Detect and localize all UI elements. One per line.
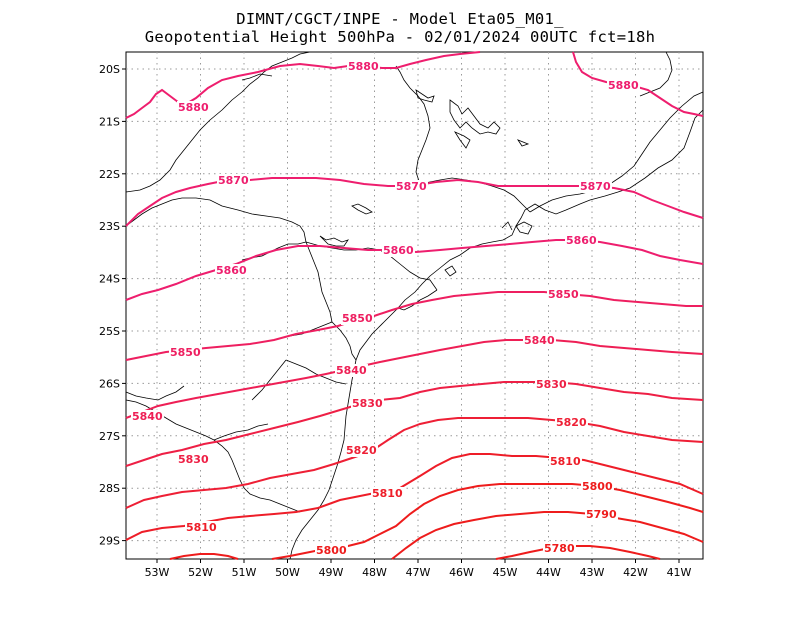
label-background [565, 234, 598, 247]
label-5810-b: 5810 [372, 487, 403, 500]
label-background [395, 180, 428, 193]
graticule [126, 52, 703, 559]
label-5880-a: 5880 [348, 60, 379, 73]
label-5840-b: 5840 [336, 364, 367, 377]
contour-5830 [125, 381, 704, 467]
label-background [543, 542, 576, 555]
label-5860-a: 5860 [216, 264, 247, 277]
label-background [523, 334, 556, 347]
label-background [535, 378, 568, 391]
label-5810-c: 5810 [550, 455, 581, 468]
contour-5880-left [125, 51, 481, 119]
lon-tick-label: 44W [536, 566, 561, 579]
label-background [335, 364, 368, 377]
label-5870-b: 5870 [396, 180, 427, 193]
label-5830-c: 5830 [536, 378, 567, 391]
lon-tick-label: 49W [319, 566, 344, 579]
lon-tick-label: 53W [145, 566, 170, 579]
label-background [371, 487, 404, 500]
label-background [547, 288, 580, 301]
lat-tick-label: 21S [99, 115, 120, 128]
label-5880-b: 5880 [178, 101, 209, 114]
lon-tick-label: 41W [667, 566, 692, 579]
label-5880-c: 5880 [608, 79, 639, 92]
contour-labels: 5880 5880 5880 5870 5870 5870 5860 5860 … [131, 60, 640, 557]
lat-tick-label: 27S [99, 430, 120, 443]
contour-5780 [495, 545, 661, 560]
label-background [177, 101, 210, 114]
label-5840-a: 5840 [132, 410, 163, 423]
lon-tick-label: 46W [449, 566, 474, 579]
lat-tick-label: 29S [99, 535, 120, 548]
label-5830-a: 5830 [178, 453, 209, 466]
lat-tick-label: 26S [99, 377, 120, 390]
title-line-1: DIMNT/CGCT/INPE - Model Eta05_M01_ [236, 10, 564, 28]
height-contours [125, 51, 704, 560]
lat-tick-label: 24S [99, 273, 120, 286]
label-background [185, 521, 218, 534]
contour-5820 [125, 417, 704, 509]
label-background [382, 244, 415, 257]
label-5790: 5790 [586, 508, 617, 521]
lon-tick-label: 50W [275, 566, 300, 579]
contour-5790 [391, 511, 704, 560]
lon-tick-label: 51W [232, 566, 257, 579]
title-line-2: Geopotential Height 500hPa - 02/01/2024 … [144, 28, 656, 46]
label-background [581, 480, 614, 493]
label-5810-a: 5810 [186, 521, 217, 534]
label-5850-b: 5850 [342, 312, 373, 325]
label-5840-c: 5840 [524, 334, 555, 347]
label-background [131, 410, 164, 423]
label-background [579, 180, 612, 193]
contour-5850 [125, 291, 703, 361]
contour-5790-left [169, 553, 239, 560]
label-5860-c: 5860 [566, 234, 597, 247]
label-background [347, 60, 380, 73]
label-background [585, 508, 618, 521]
lon-tick-label: 47W [406, 566, 431, 579]
label-background [217, 174, 250, 187]
lat-tick-label: 20S [99, 63, 120, 76]
label-background [341, 312, 374, 325]
label-5870-c: 5870 [580, 180, 611, 193]
map-frame [125, 51, 704, 560]
label-5870-a: 5870 [218, 174, 249, 187]
lat-tick-label: 22S [99, 168, 120, 181]
lon-tick-label: 45W [493, 566, 518, 579]
label-background [351, 397, 384, 410]
label-5850-a: 5850 [170, 346, 201, 359]
label-background [607, 79, 640, 92]
lon-tick-label: 48W [362, 566, 387, 579]
contour-5840 [125, 339, 704, 419]
lat-tick-label: 23S [99, 220, 120, 233]
label-background [345, 444, 378, 457]
label-5860-b: 5860 [383, 244, 414, 257]
label-background [215, 264, 248, 277]
contour-5810 [125, 453, 704, 541]
label-5800-b: 5800 [582, 480, 613, 493]
label-5830-b: 5830 [352, 397, 383, 410]
label-background [315, 544, 348, 557]
axes: 53W 52W 51W 50W 49W 48W 47W 46W 45W 44W 43W 42W 41W 2… [99, 63, 692, 579]
label-background [177, 453, 210, 466]
label-5820-b: 5820 [556, 416, 587, 429]
label-background [549, 455, 582, 468]
label-5780: 5780 [544, 542, 575, 555]
label-5850-c: 5850 [548, 288, 579, 301]
label-5820-a: 5820 [346, 444, 377, 457]
lon-tick-label: 42W [623, 566, 648, 579]
lon-tick-label: 52W [188, 566, 213, 579]
lat-tick-label: 28S [99, 482, 120, 495]
coastline [125, 51, 704, 560]
label-5800-a: 5800 [316, 544, 347, 557]
lon-tick-label: 43W [580, 566, 605, 579]
label-background [169, 346, 202, 359]
label-background [555, 416, 588, 429]
lat-tick-label: 25S [99, 325, 120, 338]
